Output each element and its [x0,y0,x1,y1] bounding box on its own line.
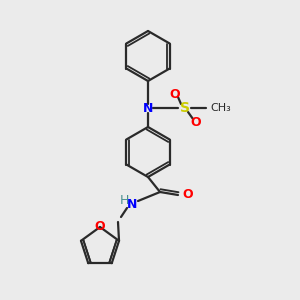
Text: O: O [191,116,201,128]
Text: N: N [127,197,137,211]
Text: H: H [119,194,129,206]
Text: N: N [143,101,153,115]
Text: O: O [95,220,105,233]
Text: O: O [170,88,180,100]
Text: S: S [180,101,190,115]
Text: CH₃: CH₃ [210,103,231,113]
Text: O: O [182,188,193,202]
